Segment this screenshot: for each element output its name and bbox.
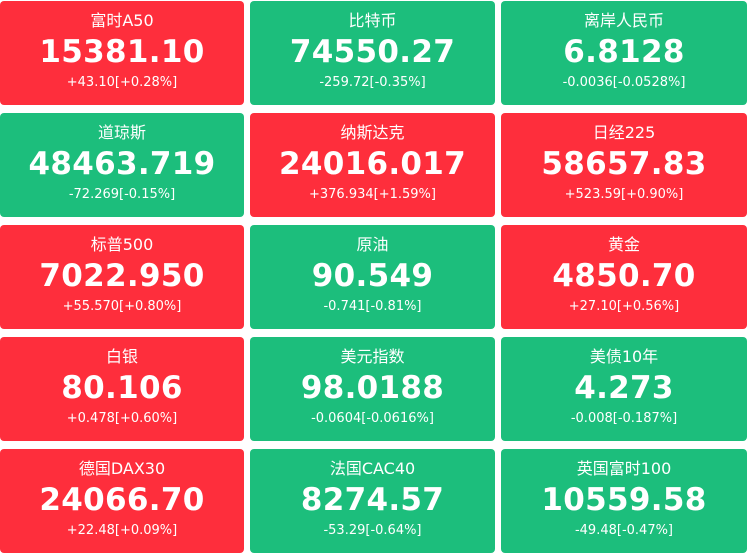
market-tile-ftse-a50[interactable]: 富时A50 15381.10 +43.10[+0.28%] [0, 1, 244, 105]
market-tile-silver[interactable]: 白银 80.106 +0.478[+0.60%] [0, 337, 244, 441]
tile-change: +43.10[+0.28%] [66, 75, 178, 90]
tile-name: 比特币 [348, 11, 397, 30]
tile-name: 白银 [105, 347, 138, 366]
tile-name: 美元指数 [340, 347, 405, 366]
tile-name: 离岸人民币 [583, 11, 664, 30]
tile-change: +376.934[+1.59%] [309, 187, 436, 202]
tile-name: 美债10年 [589, 347, 659, 366]
tile-price: 98.0188 [300, 370, 445, 406]
market-tile-dax30[interactable]: 德国DAX30 24066.70 +22.48[+0.09%] [0, 449, 244, 553]
market-tile-cac40[interactable]: 法国CAC40 8274.57 -53.29[-0.64%] [250, 449, 495, 553]
market-tile-nikkei-225[interactable]: 日经225 58657.83 +523.59[+0.90%] [501, 113, 747, 217]
tile-name: 英国富时100 [576, 459, 672, 478]
tile-name: 日经225 [592, 123, 656, 142]
tile-change: -53.29[-0.64%] [323, 523, 422, 538]
tile-change: -72.269[-0.15%] [68, 187, 176, 202]
market-tile-bitcoin[interactable]: 比特币 74550.27 -259.72[-0.35%] [250, 1, 495, 105]
market-tile-dow-jones[interactable]: 道琼斯 48463.719 -72.269[-0.15%] [0, 113, 244, 217]
tile-price: 48463.719 [28, 146, 216, 182]
market-tile-sp500[interactable]: 标普500 7022.950 +55.570[+0.80%] [0, 225, 244, 329]
tile-change: -0.0036[-0.0528%] [562, 75, 686, 90]
tile-change: -0.0604[-0.0616%] [311, 411, 434, 426]
tile-name: 纳斯达克 [340, 123, 405, 142]
tile-change: +523.59[+0.90%] [564, 187, 684, 202]
tile-name: 道琼斯 [97, 123, 146, 142]
tile-price: 15381.10 [39, 34, 205, 70]
tile-price: 24066.70 [39, 482, 205, 518]
market-tile-dollar-index[interactable]: 美元指数 98.0188 -0.0604[-0.0616%] [250, 337, 495, 441]
tile-name: 德国DAX30 [78, 459, 166, 478]
tile-change: -259.72[-0.35%] [319, 75, 426, 90]
tile-name: 富时A50 [90, 11, 154, 30]
tile-price: 58657.83 [541, 146, 707, 182]
tile-name: 标普500 [90, 235, 154, 254]
market-tile-gold[interactable]: 黄金 4850.70 +27.10[+0.56%] [501, 225, 747, 329]
tile-change: -0.741[-0.81%] [323, 299, 422, 314]
tile-price: 4850.70 [552, 258, 696, 294]
market-tile-crude-oil[interactable]: 原油 90.549 -0.741[-0.81%] [250, 225, 495, 329]
tile-price: 24016.017 [278, 146, 467, 182]
tile-name: 原油 [356, 235, 389, 254]
market-tile-us-10y-treasury[interactable]: 美债10年 4.273 -0.008[-0.187%] [501, 337, 747, 441]
tile-name: 黄金 [607, 235, 640, 254]
market-tile-nasdaq[interactable]: 纳斯达克 24016.017 +376.934[+1.59%] [250, 113, 495, 217]
tile-price: 8274.57 [300, 482, 445, 518]
tile-change: +0.478[+0.60%] [66, 411, 178, 426]
tile-price: 6.8128 [563, 34, 685, 70]
tile-change: +27.10[+0.56%] [568, 299, 680, 314]
tile-price: 80.106 [61, 370, 183, 406]
tile-price: 74550.27 [289, 34, 456, 70]
tile-price: 4.273 [574, 370, 674, 406]
tile-price: 10559.58 [541, 482, 707, 518]
tile-price: 90.549 [311, 258, 434, 294]
tile-name: 法国CAC40 [329, 459, 416, 478]
tile-price: 7022.950 [39, 258, 205, 294]
tile-change: +55.570[+0.80%] [62, 299, 182, 314]
market-tile-offshore-cny[interactable]: 离岸人民币 6.8128 -0.0036[-0.0528%] [501, 1, 747, 105]
tile-change: -49.48[-0.47%] [574, 523, 674, 538]
tile-change: -0.008[-0.187%] [570, 411, 678, 426]
market-tile-ftse-100[interactable]: 英国富时100 10559.58 -49.48[-0.47%] [501, 449, 747, 553]
tile-change: +22.48[+0.09%] [66, 523, 178, 538]
